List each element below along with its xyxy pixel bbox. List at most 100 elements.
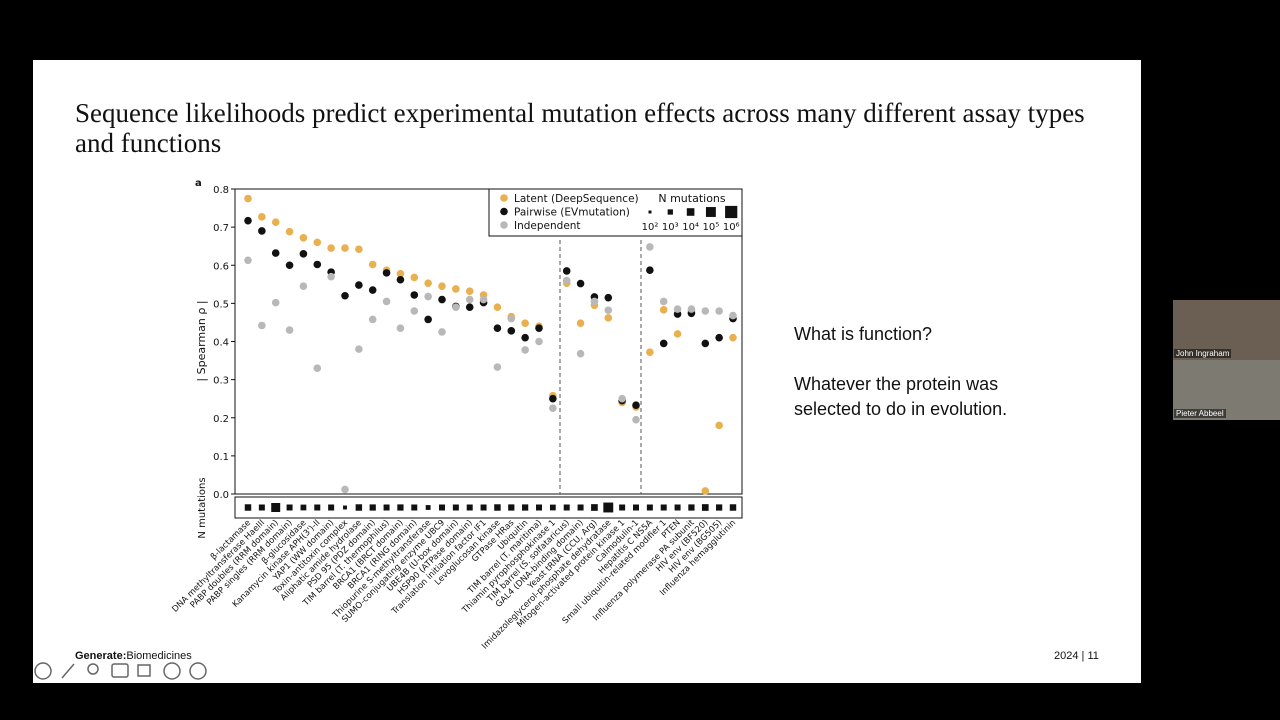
n-mutations-square bbox=[549, 504, 556, 511]
data-point bbox=[410, 307, 419, 315]
pen-button[interactable] bbox=[61, 663, 75, 679]
video-tile[interactable]: Pieter Abbeel bbox=[1173, 360, 1280, 420]
panel-label: a bbox=[195, 178, 202, 189]
n-mutations-square bbox=[314, 504, 321, 511]
data-point bbox=[368, 260, 377, 269]
n-mutations-square bbox=[536, 504, 542, 511]
n-mutations-square bbox=[701, 504, 709, 511]
data-point bbox=[618, 394, 626, 403]
data-point bbox=[535, 337, 543, 346]
page-number: 2024 | 11 bbox=[1054, 650, 1099, 662]
size-legend-label: 10⁴ bbox=[682, 222, 699, 233]
data-point bbox=[673, 330, 682, 338]
data-point bbox=[729, 311, 737, 320]
strip-frame bbox=[234, 496, 743, 519]
data-point bbox=[479, 295, 488, 304]
legend bbox=[488, 188, 743, 237]
n-mutations-square bbox=[619, 504, 626, 511]
more-button[interactable] bbox=[163, 662, 181, 680]
data-point bbox=[271, 249, 280, 257]
video-tile[interactable]: John Ingraham bbox=[1173, 300, 1280, 360]
data-point bbox=[424, 279, 432, 287]
camera-button[interactable] bbox=[137, 664, 151, 677]
y-tick-label: 0.3 bbox=[213, 376, 229, 387]
n-mutations-square bbox=[466, 504, 473, 511]
cc-button[interactable] bbox=[111, 663, 129, 678]
data-point bbox=[313, 260, 322, 269]
n-mutations-square bbox=[369, 504, 376, 511]
data-point bbox=[715, 333, 723, 342]
data-point bbox=[493, 363, 502, 371]
data-point bbox=[285, 227, 294, 236]
n-mutations-square bbox=[480, 504, 487, 511]
data-point bbox=[244, 194, 252, 203]
size-legend-label: 10⁶ bbox=[723, 222, 740, 233]
n-mutations-square bbox=[439, 504, 445, 511]
data-point bbox=[673, 305, 682, 313]
data-point bbox=[576, 319, 585, 328]
data-point bbox=[452, 303, 460, 311]
size-legend-label: 10³ bbox=[662, 222, 679, 233]
y-tick-label: 0.0 bbox=[213, 490, 229, 501]
size-legend-title: N mutations bbox=[658, 192, 726, 205]
data-point bbox=[244, 256, 252, 265]
n-mutations-square bbox=[328, 504, 335, 511]
size-legend-label: 10² bbox=[642, 222, 659, 233]
n-mutations-square bbox=[355, 504, 363, 511]
data-point bbox=[715, 307, 723, 315]
data-point bbox=[646, 266, 654, 275]
next-button[interactable] bbox=[189, 662, 207, 680]
data-point bbox=[341, 244, 349, 252]
data-point bbox=[355, 281, 363, 289]
prev-button[interactable] bbox=[34, 662, 52, 680]
data-point bbox=[701, 487, 710, 495]
data-point bbox=[341, 485, 349, 494]
n-mutations-square bbox=[452, 504, 459, 511]
data-point bbox=[576, 279, 585, 288]
data-point bbox=[327, 244, 335, 252]
n-mutations-square bbox=[397, 504, 404, 511]
logo-bold: Generate: bbox=[75, 650, 127, 662]
data-point bbox=[438, 295, 446, 304]
data-point bbox=[646, 243, 654, 251]
data-point bbox=[313, 364, 322, 372]
n-mutations-square bbox=[383, 504, 390, 511]
n-mutations-square bbox=[674, 504, 681, 511]
data-point bbox=[424, 315, 432, 324]
n-mutations-square bbox=[646, 504, 653, 511]
data-point bbox=[299, 234, 308, 242]
legend-label: Pairwise (EVmutation) bbox=[514, 207, 630, 219]
zoom-button[interactable] bbox=[87, 663, 99, 675]
n-mutations-square bbox=[425, 505, 431, 510]
slide: Sequence likelihoods predict experimenta… bbox=[33, 60, 1141, 683]
data-point bbox=[368, 315, 377, 324]
data-point bbox=[244, 216, 252, 225]
data-point bbox=[396, 324, 405, 332]
data-point bbox=[646, 348, 654, 356]
y-tick-label: 0.7 bbox=[213, 223, 229, 234]
data-point bbox=[438, 282, 446, 291]
y-tick-label: 0.6 bbox=[213, 261, 229, 272]
data-point bbox=[493, 303, 502, 311]
y-tick-label: 0.5 bbox=[213, 299, 229, 310]
slide-title: Sequence likelihoods predict experimenta… bbox=[75, 98, 1085, 158]
data-point bbox=[715, 421, 723, 430]
data-point bbox=[299, 250, 308, 258]
n-mutations-square bbox=[563, 504, 570, 511]
y-axis-label: | Spearman ρ | bbox=[195, 300, 208, 381]
data-point bbox=[604, 293, 613, 302]
n-mutations-square bbox=[716, 504, 723, 511]
data-point bbox=[410, 273, 419, 282]
data-point bbox=[507, 314, 516, 323]
legend-marker bbox=[500, 194, 508, 202]
data-point bbox=[271, 298, 280, 307]
n-mutations-square bbox=[688, 504, 695, 511]
data-point bbox=[285, 326, 294, 334]
n-mutations-square bbox=[603, 502, 614, 513]
data-point bbox=[355, 245, 363, 254]
legend-marker bbox=[500, 221, 508, 229]
size-legend-label: 10⁵ bbox=[703, 222, 720, 233]
n-mutations-square bbox=[508, 504, 515, 511]
